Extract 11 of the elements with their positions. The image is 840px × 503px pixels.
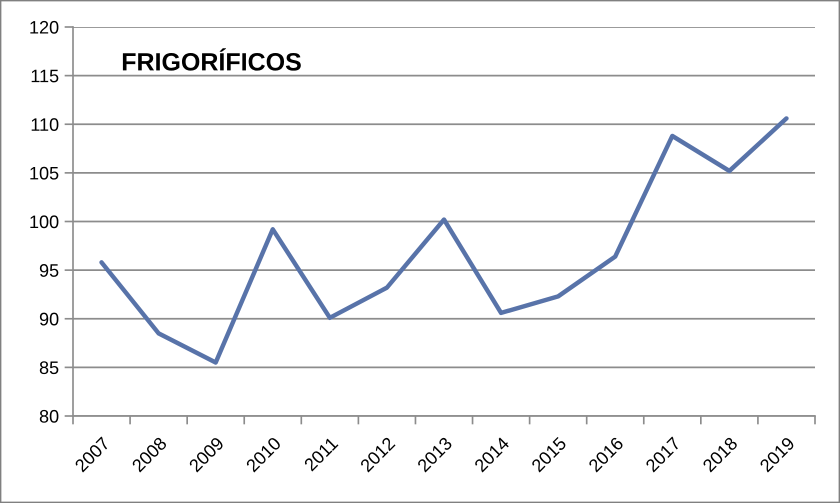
y-tick-label: 120: [30, 20, 58, 34]
text: FRIGORÍFICOS: [122, 48, 301, 71]
y-tick-label: 115: [32, 70, 58, 82]
y-tick-label: 85: [40, 361, 58, 374]
y-tick-label: 105: [30, 166, 58, 180]
y-tick-label: 110: [32, 118, 58, 131]
y-tick-label: 80: [40, 410, 58, 423]
y-tick-label: 90: [40, 312, 58, 326]
line-series: [99, 116, 789, 365]
y-tick-label: 95: [40, 264, 58, 277]
y-tick-label: 100: [30, 215, 58, 228]
